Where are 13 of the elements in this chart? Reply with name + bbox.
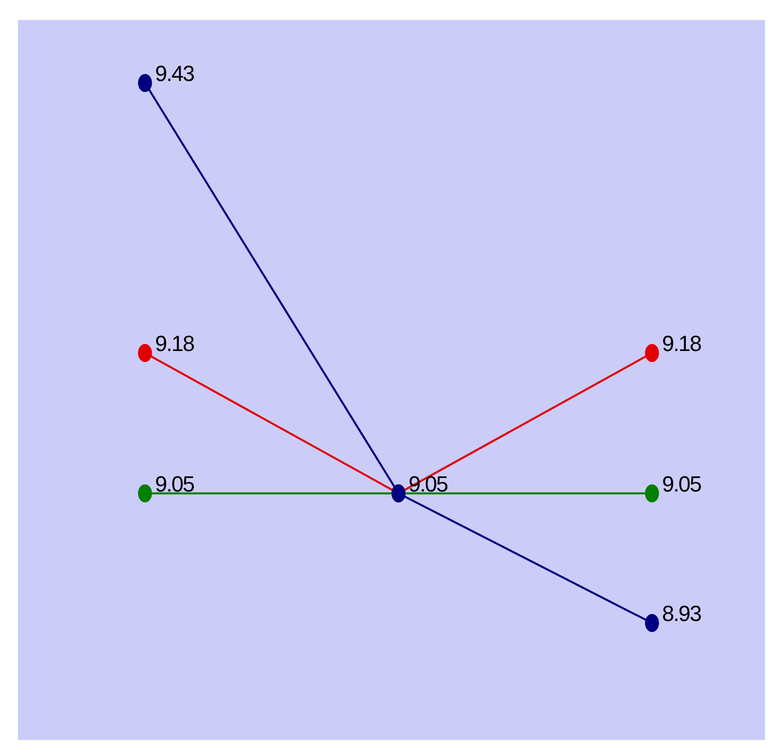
point	[138, 344, 152, 362]
point	[645, 614, 659, 632]
data-label: 9.05	[408, 471, 448, 496]
data-label: 9.18	[155, 331, 195, 356]
point	[138, 74, 152, 92]
data-label: 8.93	[662, 601, 702, 626]
point	[645, 344, 659, 362]
point	[645, 484, 659, 502]
data-label: 9.05	[155, 471, 195, 496]
data-label: 9.43	[155, 61, 195, 86]
data-label: 9.18	[662, 331, 702, 356]
data-label: 9.05	[662, 471, 702, 496]
point	[138, 484, 152, 502]
